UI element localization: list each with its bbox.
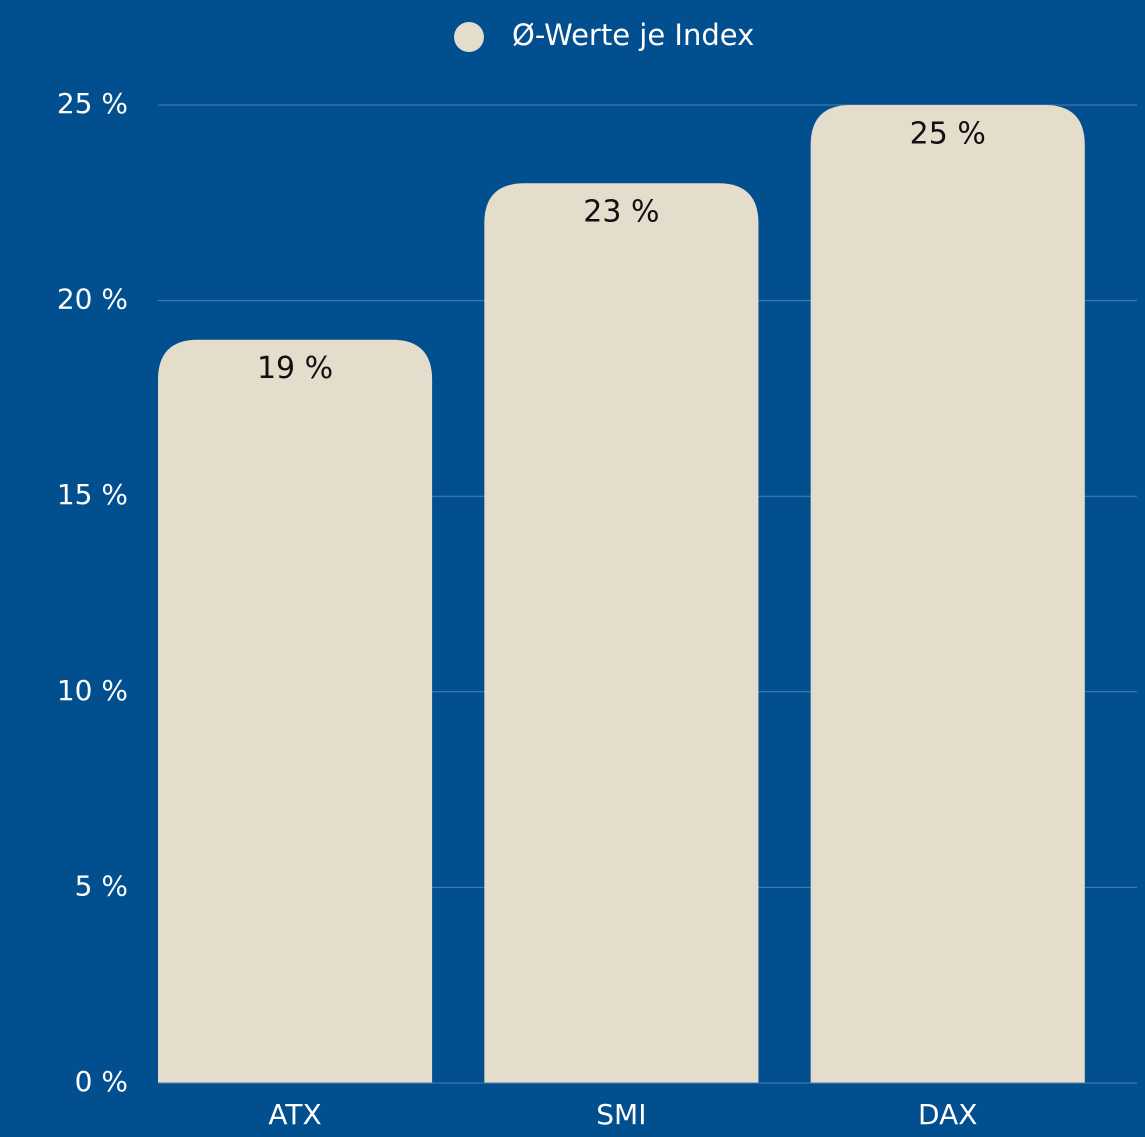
y-tick-label: 0 % [75,1065,128,1098]
value-label: 19 % [257,351,333,386]
legend-marker [454,22,484,52]
x-tick-label: SMI [596,1098,646,1131]
y-tick-label: 20 % [57,283,128,316]
bar [484,183,759,1084]
legend-label: Ø-Werte je Index [512,18,754,52]
bar [810,105,1085,1083]
y-tick-label: 15 % [57,478,128,511]
x-tick-label: ATX [268,1098,321,1131]
x-tick-label: DAX [918,1098,977,1131]
y-tick-label: 5 % [75,869,128,902]
value-label: 25 % [910,117,986,152]
y-tick-label: 25 % [57,87,128,120]
y-tick-label: 10 % [57,674,128,707]
bar [158,339,433,1084]
value-label: 23 % [583,195,659,230]
